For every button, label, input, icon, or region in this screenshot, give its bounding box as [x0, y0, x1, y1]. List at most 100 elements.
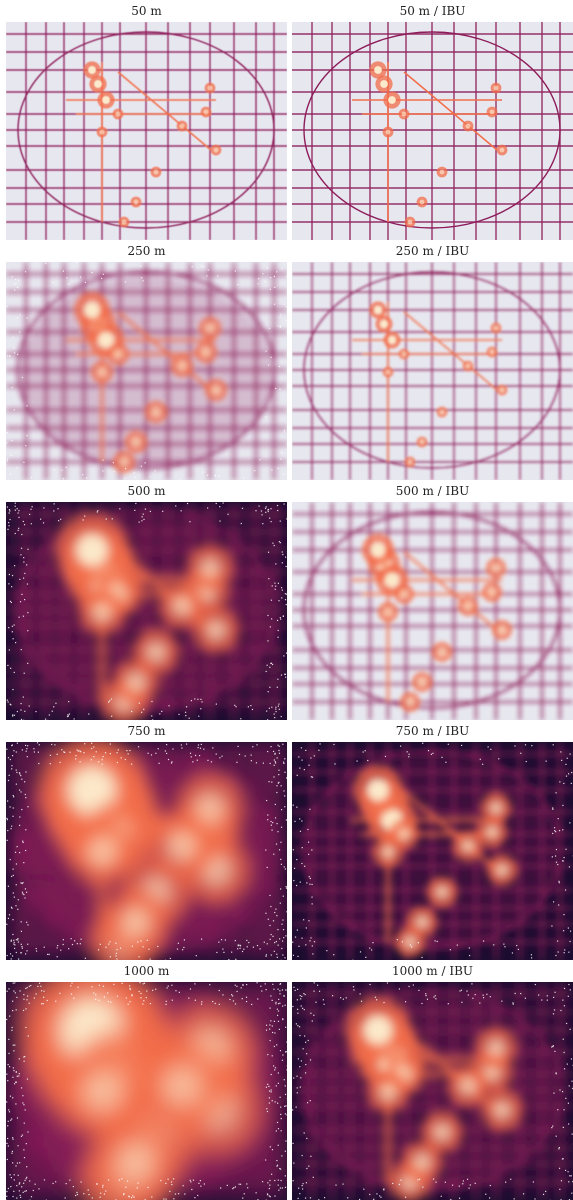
- noise-speck: [284, 866, 285, 867]
- noise-speck: [132, 946, 133, 947]
- noise-speck: [109, 941, 110, 942]
- noise-speck: [11, 768, 12, 769]
- noise-speck: [27, 756, 28, 757]
- noise-speck: [22, 892, 23, 893]
- noise-speck: [76, 1192, 77, 1193]
- noise-speck: [63, 939, 64, 940]
- noise-speck: [297, 929, 298, 930]
- noise-speck: [10, 601, 11, 602]
- noise-speck: [27, 549, 28, 550]
- noise-speck: [565, 889, 566, 890]
- noise-speck: [281, 948, 282, 949]
- noise-speck: [541, 999, 542, 1000]
- noise-speck: [313, 1015, 314, 1016]
- noise-speck: [7, 458, 8, 459]
- noise-speck: [306, 1138, 307, 1139]
- noise-speck: [235, 706, 236, 707]
- noise-speck: [18, 528, 19, 529]
- noise-speck: [274, 759, 275, 760]
- noise-speck: [140, 940, 141, 941]
- noise-speck: [19, 1183, 20, 1184]
- noise-speck: [91, 759, 92, 760]
- noise-speck: [18, 279, 19, 280]
- noise-speck: [275, 388, 276, 389]
- heatmap-svg: [6, 262, 287, 480]
- noise-speck: [270, 508, 271, 509]
- noise-speck: [57, 945, 58, 946]
- noise-speck: [281, 597, 282, 598]
- noise-speck: [15, 992, 16, 993]
- noise-speck: [242, 998, 243, 999]
- noise-speck: [183, 947, 184, 948]
- noise-speck: [8, 1145, 9, 1146]
- noise-speck: [342, 1183, 343, 1184]
- noise-speck: [245, 755, 246, 756]
- noise-speck: [126, 750, 127, 751]
- noise-speck: [133, 472, 134, 473]
- noise-speck: [292, 1006, 293, 1007]
- noise-speck: [301, 938, 302, 939]
- noise-speck: [273, 989, 274, 990]
- noise-speck: [285, 989, 286, 990]
- noise-speck: [306, 1053, 307, 1054]
- hotspot-core: [402, 112, 407, 117]
- noise-speck: [467, 1179, 468, 1180]
- heatmap-svg: [292, 502, 573, 720]
- noise-speck: [559, 882, 560, 883]
- noise-speck: [200, 1186, 201, 1187]
- noise-speck: [123, 1194, 124, 1195]
- noise-speck: [304, 866, 305, 867]
- noise-speck: [567, 758, 568, 759]
- noise-speck: [13, 638, 14, 639]
- noise-speck: [271, 521, 272, 522]
- noise-speck: [88, 1194, 89, 1195]
- noise-speck: [275, 586, 276, 587]
- noise-speck: [284, 1106, 285, 1107]
- panel-title: 1000 m / IBU: [292, 964, 573, 978]
- noise-speck: [568, 1181, 569, 1182]
- hotspot-core: [413, 1153, 431, 1171]
- noise-speck: [11, 1177, 12, 1178]
- hotspot-core: [205, 323, 215, 333]
- noise-speck: [147, 940, 148, 941]
- noise-speck: [277, 1103, 278, 1104]
- noise-speck: [175, 505, 176, 506]
- noise-speck: [27, 745, 28, 746]
- noise-speck: [276, 954, 277, 955]
- noise-speck: [282, 1018, 283, 1019]
- noise-speck: [7, 529, 8, 530]
- noise-speck: [312, 903, 313, 904]
- heatmap-svg: [6, 742, 287, 960]
- noise-speck: [237, 746, 238, 747]
- noise-speck: [9, 355, 10, 356]
- noise-speck: [488, 746, 489, 747]
- noise-speck: [219, 757, 220, 758]
- noise-speck: [13, 943, 14, 944]
- noise-speck: [14, 1174, 15, 1175]
- noise-speck: [270, 626, 271, 627]
- noise-speck: [148, 1187, 149, 1188]
- noise-speck: [278, 630, 279, 631]
- hotspot-core: [408, 220, 413, 225]
- noise-speck: [369, 984, 370, 985]
- noise-speck: [307, 829, 308, 830]
- noise-speck: [564, 949, 565, 950]
- noise-speck: [565, 1098, 566, 1099]
- noise-speck: [278, 325, 279, 326]
- noise-speck: [131, 994, 132, 995]
- noise-speck: [312, 945, 313, 946]
- noise-speck: [15, 533, 16, 534]
- noise-speck: [271, 469, 272, 470]
- noise-speck: [251, 755, 252, 756]
- noise-speck: [563, 1127, 564, 1128]
- noise-speck: [14, 624, 15, 625]
- noise-speck: [459, 1186, 460, 1187]
- noise-speck: [266, 800, 267, 801]
- noise-speck: [23, 1183, 24, 1184]
- noise-speck: [270, 746, 271, 747]
- noise-speck: [561, 760, 562, 761]
- noise-speck: [269, 708, 270, 709]
- noise-speck: [284, 503, 285, 504]
- noise-speck: [83, 752, 84, 753]
- noise-speck: [269, 1102, 270, 1103]
